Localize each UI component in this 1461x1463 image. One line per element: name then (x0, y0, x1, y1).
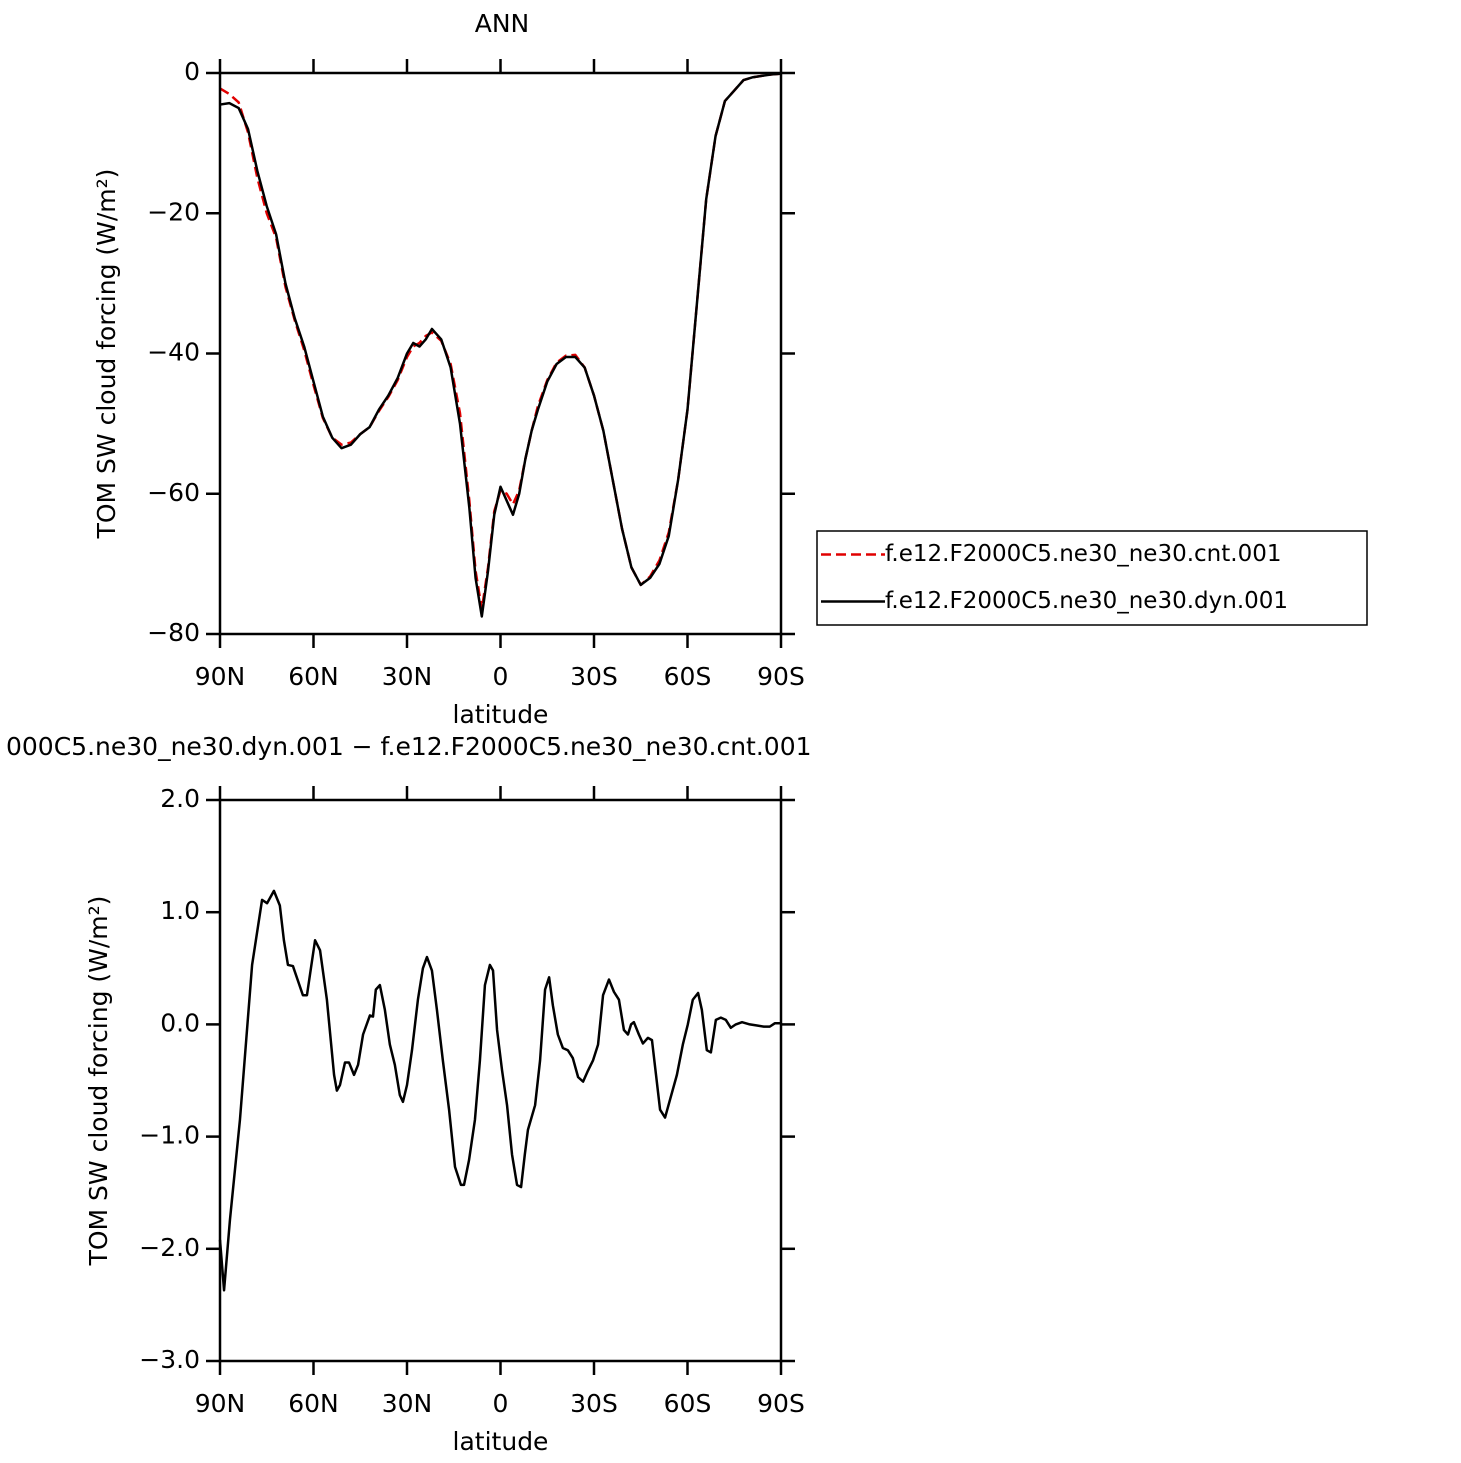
x-tick-label: 60S (664, 1389, 712, 1418)
y-tick-label: −40 (147, 338, 200, 367)
y-axis-label: TOM SW cloud forcing (W/m²) (92, 169, 121, 540)
x-tick-label: 60N (288, 662, 339, 691)
y-tick-label: 1.0 (160, 896, 200, 925)
x-tick-label: 30S (570, 662, 618, 691)
plot-frame (218, 71, 783, 636)
x-tick-label: 0 (493, 1389, 509, 1418)
y-tick-label: 0 (184, 57, 200, 86)
y-tick-label: −3.0 (139, 1345, 200, 1374)
x-tick-label: 0 (493, 662, 509, 691)
y-axis-label: TOM SW cloud forcing (W/m²) (84, 896, 113, 1267)
x-axis-label: latitude (453, 1427, 549, 1456)
x-tick-label: 90S (757, 662, 805, 691)
data-line (219, 72, 782, 618)
x-tick-label: 90N (195, 662, 246, 691)
x-axis-label: latitude (453, 700, 549, 729)
data-line (219, 72, 782, 611)
y-tick-label: −1.0 (139, 1121, 200, 1150)
y-tick-label: −80 (147, 618, 200, 647)
x-tick-label: 60S (664, 662, 712, 691)
y-tick-label: −2.0 (139, 1233, 200, 1262)
y-tick-label: −20 (147, 197, 200, 226)
x-tick-label: 30N (382, 1389, 433, 1418)
x-tick-label: 90S (757, 1389, 805, 1418)
y-tick-label: −60 (147, 478, 200, 507)
plot-frame (218, 798, 783, 1363)
x-tick-label: 30N (382, 662, 433, 691)
legend-label: f.e12.F2000C5.ne30_ne30.dyn.001 (885, 588, 1288, 614)
x-tick-label: 90N (195, 1389, 246, 1418)
x-tick-label: 60N (288, 1389, 339, 1418)
y-tick-label: 0.0 (160, 1008, 200, 1037)
data-line (218, 889, 781, 1292)
legend-box (816, 530, 1368, 626)
y-tick-label: 2.0 (160, 784, 200, 813)
chart-title: 000C5.ne30_ne30.dyn.001 − f.e12.F2000C5.… (6, 732, 812, 761)
chart-title: ANN (475, 9, 530, 38)
x-tick-label: 30S (570, 1389, 618, 1418)
legend-label: f.e12.F2000C5.ne30_ne30.cnt.001 (885, 541, 1281, 567)
